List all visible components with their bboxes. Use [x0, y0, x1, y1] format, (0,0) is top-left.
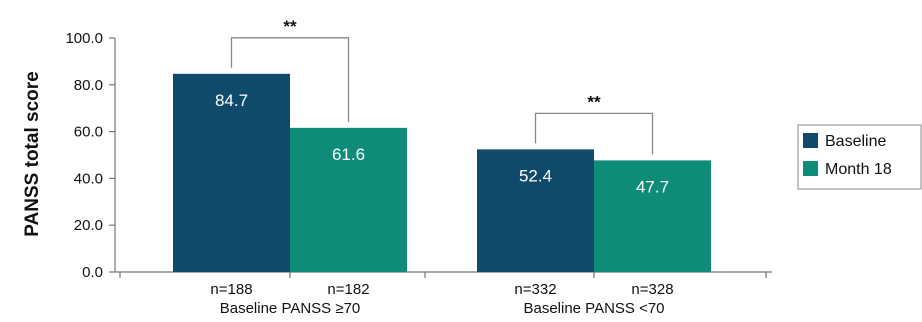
legend-label: Baseline [825, 133, 886, 150]
significance-bracket [534, 112, 654, 155]
n-label: n=182 [327, 281, 369, 298]
bar-value-label: 47.7 [636, 177, 669, 196]
y-tick-label: 60.0 [74, 124, 103, 141]
bar-value-label: 61.6 [332, 145, 365, 164]
n-label: n=188 [210, 281, 252, 298]
significance-bracket [230, 37, 350, 122]
legend-swatch [803, 133, 818, 148]
bar-value-label: 84.7 [215, 91, 248, 110]
legend-swatch [803, 161, 818, 176]
group-label: Baseline PANSS <70 [523, 300, 664, 317]
y-tick-label: 40.0 [74, 170, 103, 187]
bar-value-label: 52.4 [519, 166, 552, 185]
significance-label: ** [587, 92, 601, 111]
n-label: n=332 [514, 281, 556, 298]
bar [173, 73, 290, 272]
y-axis-title: PANSS total score [22, 71, 43, 236]
y-tick-label: 100.0 [65, 30, 103, 47]
group-label: Baseline PANSS ≥70 [220, 300, 361, 317]
significance-label: ** [283, 17, 297, 36]
legend-label: Month 18 [825, 161, 892, 178]
legend-box [797, 124, 922, 190]
bar [594, 160, 711, 272]
bar [290, 127, 407, 272]
y-tick-label: 0.0 [82, 264, 103, 281]
y-tick-label: 20.0 [74, 217, 103, 234]
n-label: n=328 [631, 281, 673, 298]
bar [477, 149, 594, 272]
y-tick-label: 80.0 [74, 77, 103, 94]
